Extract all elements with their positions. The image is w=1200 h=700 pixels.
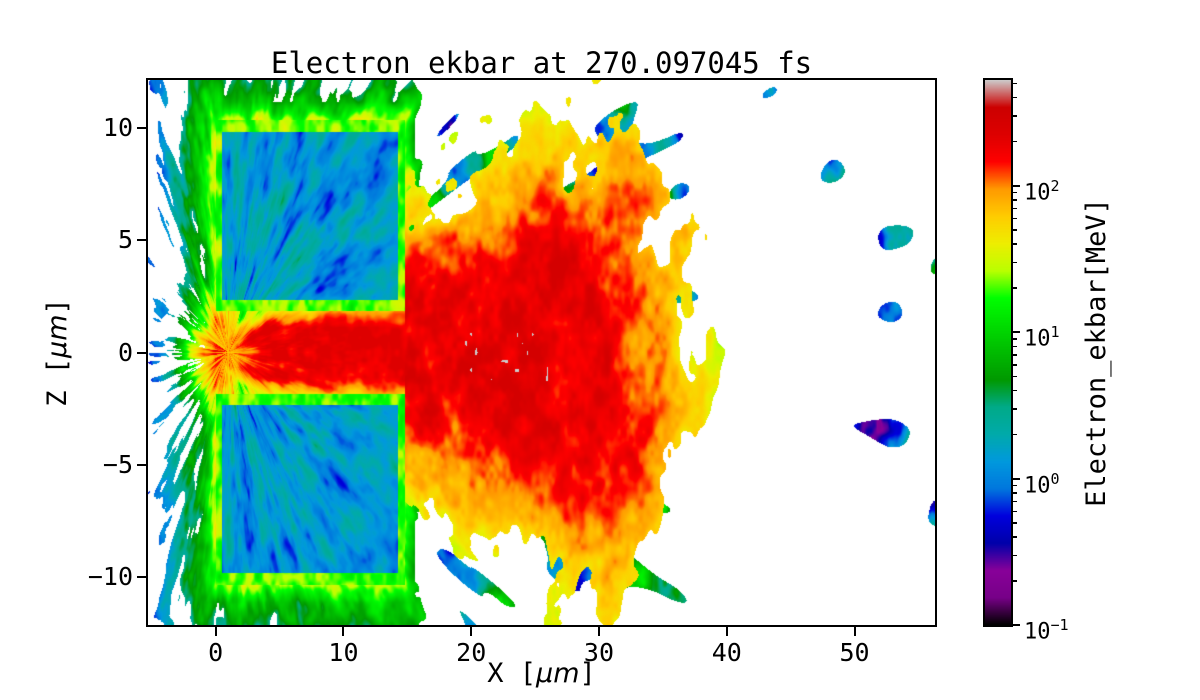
colorbar-canvas — [985, 80, 1011, 625]
colorbar-minor-tick-mark — [1013, 408, 1017, 410]
x-axis-label-close: ] — [579, 658, 596, 689]
colorbar-minor-tick-mark — [1013, 364, 1017, 366]
chart-title: Electron_ekbar at 270.097045 fs — [270, 46, 813, 80]
colorbar-minor-tick-mark — [1013, 115, 1017, 117]
x-axis-unit: μm — [536, 658, 580, 689]
colorbar-tick-label: 102 — [1024, 176, 1060, 205]
x-tick-mark — [725, 627, 728, 636]
colorbar-tick-mark — [1013, 477, 1020, 480]
colorbar-minor-tick-mark — [1013, 96, 1017, 99]
colorbar-minor-tick-mark — [1013, 433, 1017, 436]
y-tick-mark — [137, 127, 146, 130]
x-tick-mark — [214, 627, 217, 636]
colorbar-tick-label: 10−1 — [1024, 616, 1069, 645]
colorbar-minor-tick-mark — [1013, 217, 1017, 219]
colorbar-minor-tick-mark — [1013, 510, 1017, 512]
colorbar-minor-tick-mark — [1013, 243, 1017, 245]
x-tick-mark — [597, 627, 600, 636]
colorbar-minor-tick-mark — [1013, 580, 1017, 582]
y-axis-label-close: ] — [41, 298, 73, 315]
colorbar-minor-tick-mark — [1013, 492, 1017, 494]
y-axis-label-text: Z [ — [41, 357, 73, 407]
colorbar-minor-tick-mark — [1013, 140, 1017, 143]
colorbar-minor-tick-mark — [1013, 82, 1017, 85]
colorbar-minor-tick-mark — [1013, 536, 1017, 538]
colorbar-minor-tick-mark — [1013, 207, 1017, 210]
x-tick-mark — [470, 627, 473, 636]
colorbar-minor-tick-mark — [1013, 199, 1017, 201]
y-tick-mark — [137, 239, 146, 242]
colorbar-minor-tick-mark — [1013, 191, 1017, 194]
x-axis-label-text: X [ — [487, 658, 537, 689]
colorbar-tick-mark — [1013, 184, 1020, 187]
heatmap-canvas — [148, 80, 935, 625]
colorbar-minor-tick-mark — [1013, 229, 1017, 231]
x-tick-mark — [342, 627, 345, 636]
colorbar-tick-label: 101 — [1024, 323, 1060, 352]
y-axis-unit: μm — [41, 314, 73, 358]
colorbar-minor-tick-mark — [1013, 287, 1017, 289]
colorbar-label-text: Electron_ekbar[MeV] — [1080, 198, 1112, 507]
colorbar-minor-tick-mark — [1013, 261, 1017, 264]
colorbar-minor-tick-mark — [1013, 554, 1017, 557]
y-axis-label: Z [μm] — [33, 80, 81, 625]
x-axis-label: X [μm] — [148, 658, 935, 689]
x-tick-mark — [853, 627, 856, 636]
y-tick-mark — [137, 351, 146, 354]
colorbar-label: Electron_ekbar[MeV] — [1072, 80, 1120, 625]
colorbar-minor-tick-mark — [1013, 500, 1017, 503]
y-tick-mark — [137, 463, 146, 466]
colorbar-tick-mark — [1013, 624, 1020, 626]
colorbar-minor-tick-mark — [1013, 389, 1017, 392]
colorbar-minor-tick-mark — [1013, 522, 1017, 524]
colorbar-minor-tick-mark — [1013, 338, 1017, 340]
y-tick-mark — [137, 575, 146, 578]
colorbar-tick-mark — [1013, 331, 1020, 333]
colorbar-minor-tick-mark — [1013, 354, 1017, 356]
colorbar-minor-tick-mark — [1013, 484, 1017, 487]
colorbar-minor-tick-mark — [1013, 375, 1017, 378]
colorbar-tick-label: 100 — [1024, 469, 1060, 498]
colorbar-minor-tick-mark — [1013, 345, 1017, 348]
